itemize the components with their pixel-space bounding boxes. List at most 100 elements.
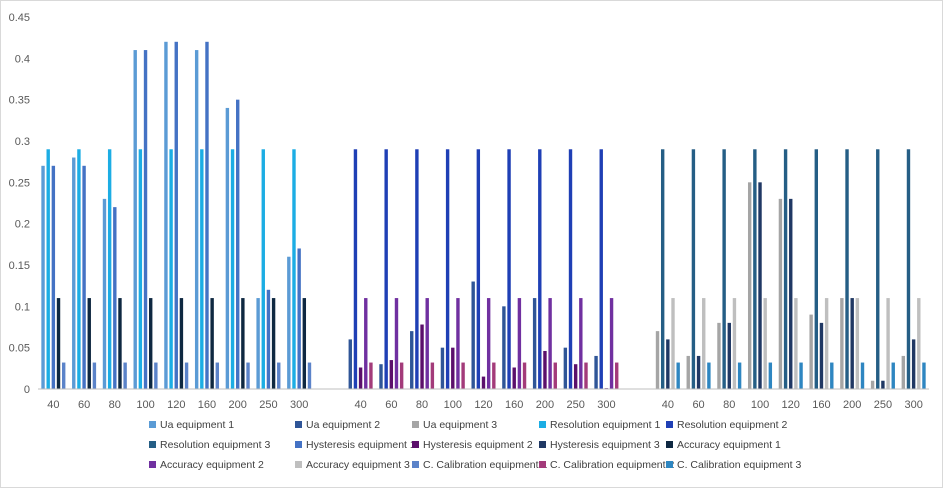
legend-swatch	[295, 461, 302, 468]
legend-label: Accuracy equipment 2	[160, 459, 264, 471]
y-tick-label: 0.45	[9, 12, 30, 24]
bar	[102, 198, 107, 389]
bar	[169, 149, 173, 389]
legend-swatch	[666, 461, 673, 468]
bar	[415, 149, 419, 389]
bar	[901, 355, 906, 389]
bar	[676, 362, 680, 389]
bar	[394, 298, 399, 389]
legend-swatch	[412, 441, 419, 448]
bar	[876, 149, 880, 389]
bar	[512, 367, 516, 389]
bar	[56, 298, 61, 389]
bar	[881, 380, 885, 389]
x-tick-label: 300	[597, 399, 615, 411]
bar	[922, 362, 926, 389]
bar	[686, 355, 690, 389]
bar	[200, 149, 204, 389]
bar	[860, 362, 865, 389]
bar	[543, 350, 547, 389]
y-tick-label: 0.35	[9, 95, 30, 107]
bar	[599, 149, 603, 389]
bar	[696, 355, 701, 389]
bar	[573, 364, 578, 389]
bar	[41, 165, 45, 389]
bar	[830, 362, 834, 389]
bar	[563, 347, 568, 389]
legend-swatch	[666, 421, 673, 428]
bar	[440, 347, 445, 389]
bar	[763, 298, 767, 389]
bar	[584, 362, 588, 389]
bar	[410, 331, 414, 389]
bar	[471, 281, 475, 389]
bar	[707, 362, 711, 389]
bar	[594, 355, 598, 389]
bar	[138, 149, 143, 389]
bar	[174, 41, 178, 390]
bar	[655, 331, 660, 389]
bar	[194, 50, 199, 389]
bar	[615, 362, 619, 389]
bar	[430, 362, 435, 389]
y-tick-label: 0	[24, 384, 30, 396]
legend-swatch	[539, 421, 546, 428]
x-tick-label: 60	[692, 399, 704, 411]
bar	[292, 149, 296, 389]
y-tick-label: 0.15	[9, 260, 30, 272]
bar	[277, 362, 281, 389]
bar	[517, 298, 522, 389]
bar	[538, 149, 542, 389]
legend-swatch	[412, 461, 419, 468]
x-axis-ticks: 40 60 80 100 120 160 200 250 300 40 60 80 100 120 160 2…	[47, 399, 923, 411]
bar	[72, 157, 76, 389]
bar	[149, 298, 153, 389]
bar	[353, 149, 358, 389]
bar	[205, 41, 209, 390]
bar	[389, 360, 394, 389]
bar	[492, 362, 496, 389]
bar	[113, 207, 117, 389]
x-tick-label: 100	[136, 399, 154, 411]
bar	[548, 298, 552, 389]
legend-label: Hysteresis equipment 1	[306, 439, 416, 451]
legend-swatch	[666, 441, 673, 448]
bar	[133, 50, 137, 389]
legend-swatch	[149, 441, 156, 448]
bar	[886, 298, 890, 389]
bar	[307, 362, 312, 389]
bar	[287, 256, 291, 389]
bar	[46, 149, 50, 389]
bar	[379, 364, 383, 389]
bar	[164, 41, 168, 390]
bar	[579, 298, 583, 389]
bar	[266, 289, 271, 389]
bar	[722, 149, 726, 389]
bar	[420, 324, 424, 389]
x-tick-label: 200	[229, 399, 247, 411]
bar	[778, 198, 783, 389]
y-tick-label: 0.1	[15, 301, 30, 313]
bar	[225, 107, 230, 390]
bar	[261, 149, 265, 389]
y-tick-label: 0.4	[15, 53, 30, 65]
bar	[210, 298, 214, 389]
bar	[87, 298, 91, 389]
legend-label: Resolution equipment 2	[677, 419, 787, 431]
x-tick-label: 80	[416, 399, 428, 411]
legend: Ua equipment 1 Ua equipment 2 Ua equipment…	[149, 419, 801, 471]
bar	[758, 182, 762, 389]
legend-swatch	[295, 441, 302, 448]
legend-label: C. Calibration equipment 3	[677, 459, 801, 471]
bar	[358, 367, 363, 389]
bar	[82, 165, 86, 389]
x-tick-label: 200	[843, 399, 861, 411]
bar	[297, 248, 301, 389]
bar	[51, 165, 56, 389]
bar	[236, 99, 240, 390]
x-tick-label: 60	[385, 399, 397, 411]
bar	[302, 298, 307, 389]
x-tick-label: 160	[505, 399, 523, 411]
bar	[727, 322, 731, 389]
